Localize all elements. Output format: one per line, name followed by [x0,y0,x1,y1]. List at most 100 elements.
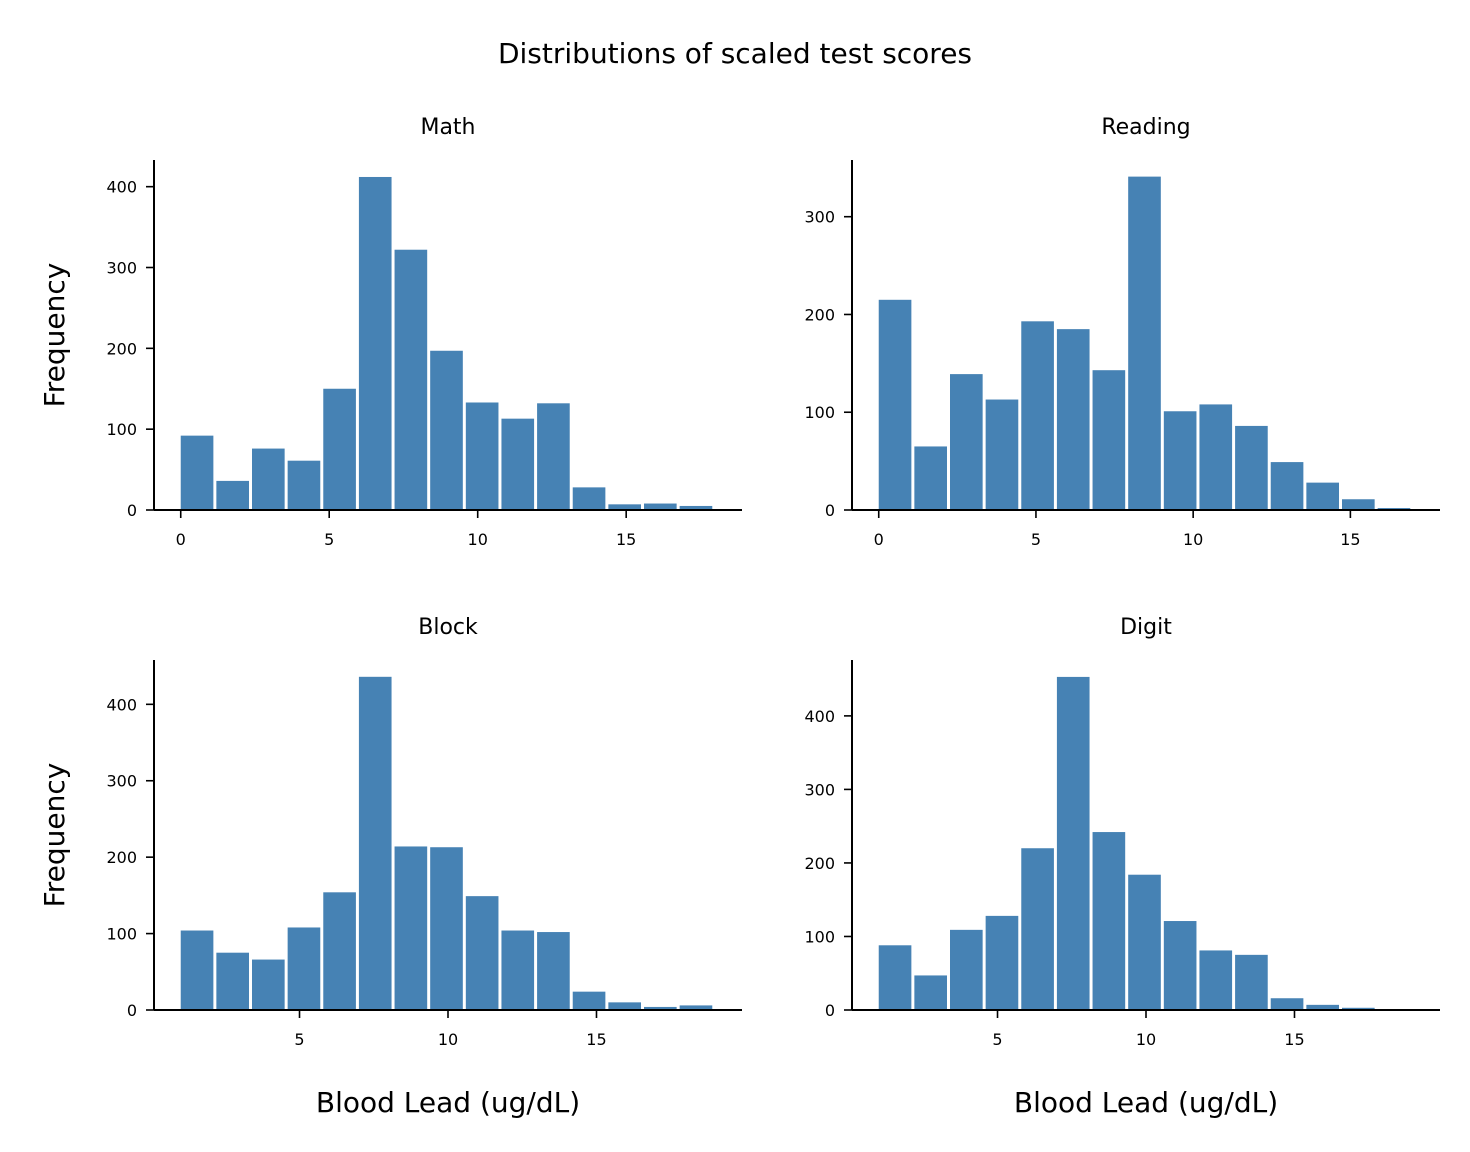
y-tick-label: 200 [106,848,137,867]
histogram-bar [572,991,606,1010]
histogram-bar [1306,1004,1339,1010]
y-tick-label: 200 [106,339,137,358]
histogram-bar [465,402,499,510]
histogram-bar [537,932,570,1010]
y-tick-label: 0 [825,1001,835,1020]
histogram-bar [252,448,285,510]
y-tick-label: 400 [106,695,137,714]
histogram-bar [287,927,321,1010]
x-tick-label: 5 [294,1030,304,1049]
x-tick-label: 15 [616,530,636,549]
y-tick-label: 0 [127,501,137,520]
histogram-bar [1235,425,1268,510]
figure-title: Distributions of scaled test scores [498,37,972,70]
y-axis-label: Frequency [38,263,71,408]
x-tick-label: 5 [324,530,334,549]
histogram-bar [501,930,535,1010]
x-tick-label: 10 [1183,530,1203,549]
x-tick-label: 0 [176,530,186,549]
subplot-title: Block [418,615,478,640]
histogram-bar [1056,676,1090,1010]
histogram-bar [501,418,535,510]
subplot-title: Reading [1101,115,1190,140]
histogram-bar [1163,411,1197,510]
histogram-bar [358,676,392,1010]
x-axis-label: Blood Lead (ug/dL) [1014,1086,1278,1119]
histogram-bar [1342,1007,1375,1010]
x-tick-label: 5 [992,1030,1002,1049]
x-tick-label: 15 [586,1030,606,1049]
x-tick-label: 10 [468,530,488,549]
y-tick-label: 100 [804,927,835,946]
histogram-bar [1163,921,1197,1010]
histogram-bar [950,374,983,510]
histogram-bar [394,846,428,1010]
x-tick-label: 0 [874,530,884,549]
histogram-bar [914,446,947,510]
histogram-bar [180,930,214,1010]
histogram-bar [1021,321,1054,510]
histogram-bar [572,487,606,510]
y-tick-label: 100 [106,420,137,439]
subplot-block: 0 100 200 300 400 5 10 15 Block Frequency Blood Le… [38,615,742,1119]
y-tick-label: 400 [804,707,835,726]
subplot-title: Math [420,115,475,140]
histogram-bar [608,504,641,510]
histogram-bar [985,915,1019,1010]
histogram-bar [394,249,428,510]
subplot-digit: 0 100 200 300 400 5 10 15 Digit Blood Lead (ug/dL… [804,615,1440,1119]
histogram-bar [1306,482,1339,510]
histogram-bar [323,892,356,1010]
histogram-bar [1199,404,1233,510]
histogram-bar [430,847,463,1010]
histogram-bar [1235,954,1268,1010]
y-tick-label: 300 [106,772,137,791]
histogram-bar [537,403,570,510]
subplot-math: 0 100 200 300 400 0 5 10 15 Math Frequency [38,115,742,549]
y-tick-label: 100 [804,403,835,422]
histogram-bar [608,1002,641,1010]
histogram-bar [323,388,356,510]
histogram-bar [1021,848,1054,1010]
x-tick-label: 5 [1031,530,1041,549]
x-tick-label: 10 [438,1030,458,1049]
y-tick-label: 0 [825,501,835,520]
histogram-bar [644,503,677,510]
subplot-title: Digit [1120,615,1172,640]
histogram-bar [430,350,463,510]
y-tick-label: 200 [804,854,835,873]
histogram-bar [1092,832,1126,1010]
histogram-bar [1056,329,1090,510]
y-tick-label: 400 [106,178,137,197]
histogram-bar [1342,499,1375,510]
y-tick-label: 0 [127,1001,137,1020]
histogram-bar [878,299,912,510]
histogram-bar [950,929,983,1010]
y-tick-label: 200 [804,305,835,324]
y-tick-label: 300 [804,208,835,227]
histogram-bar [1092,370,1126,510]
histogram-bar [679,505,713,510]
histogram-bar [878,945,912,1010]
histogram-bar [1128,176,1161,510]
histogram-bar [358,176,392,510]
histogram-bar [180,435,214,510]
y-tick-label: 300 [106,259,137,278]
subplot-reading: 0 100 200 300 0 5 10 15 Reading [804,115,1440,549]
histogram-bar [1199,950,1233,1010]
histogram-bar [252,959,285,1010]
histogram-bar [1128,874,1161,1010]
histogram-bar [985,399,1019,510]
y-axis-label: Frequency [38,763,71,908]
x-tick-label: 15 [1284,1030,1304,1049]
histogram-bar [465,896,499,1010]
y-tick-label: 100 [106,925,137,944]
histogram-bar [1270,462,1304,510]
histogram-bar [216,480,249,510]
x-tick-label: 15 [1340,530,1360,549]
x-axis-label: Blood Lead (ug/dL) [316,1086,580,1119]
histogram-bar [679,1005,713,1010]
histogram-bar [644,1006,677,1010]
